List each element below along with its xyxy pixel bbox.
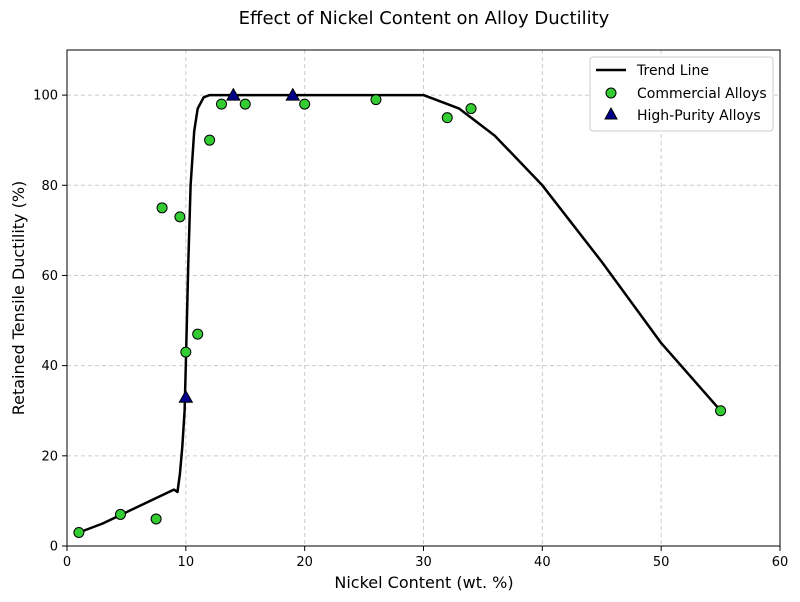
commercial-alloy-point (370, 94, 382, 106)
high-purity-alloy-point (285, 87, 301, 101)
legend-box (589, 56, 774, 132)
x-axis-label: Nickel Content (wt. %) (334, 573, 513, 592)
commercial-alloy-point (441, 112, 453, 124)
axis-ticks: 0 10 20 30 40 50 60 0 20 40 60 80 100 (33, 89, 788, 570)
trend-line (78, 93, 722, 534)
x-tick-label-0: 0 (63, 555, 71, 570)
legend: Trend Line Commercial Alloys High-Purity… (589, 56, 774, 132)
legend-label-commercial-alloys: Commercial Alloys (637, 86, 767, 102)
y-tick-label-2: 40 (41, 359, 58, 374)
x-tick-label-2: 20 (296, 555, 313, 570)
y-tick-label-4: 80 (41, 179, 58, 194)
high-purity-alloy-point (226, 87, 241, 101)
commercial-alloy-point (73, 526, 85, 538)
x-tick-label-6: 60 (772, 555, 789, 570)
legend-label-trend-line: Trend Line (636, 63, 709, 79)
y-tick-label-0: 0 (50, 540, 58, 555)
x-tick-label-5: 50 (653, 555, 670, 570)
legend-commercial-marker (605, 87, 617, 99)
commercial-alloy-point (215, 98, 227, 110)
y-tick-label-5: 100 (33, 89, 58, 104)
legend-label-high-purity-alloys: High-Purity Alloys (637, 108, 761, 124)
commercial-alloy-point (174, 211, 186, 223)
plot-series (73, 87, 727, 538)
legend-high-purity-marker (604, 106, 618, 120)
commercial-alloy-point (715, 405, 727, 417)
commercial-alloy-point (156, 202, 168, 214)
commercial-alloy-point (465, 103, 477, 115)
y-axis-label: Retained Tensile Ductility (%) (9, 181, 28, 416)
y-tick-label-1: 20 (41, 449, 58, 464)
x-tick-label-4: 40 (534, 555, 551, 570)
y-tick-label-3: 60 (41, 269, 58, 284)
commercial-alloy-point (239, 98, 251, 110)
commercial-alloy-point (192, 328, 204, 340)
commercial-alloy-point (180, 346, 192, 358)
commercial-alloy-point (114, 508, 126, 520)
high-purity-alloy-point (178, 389, 194, 403)
commercial-alloy-point (204, 134, 216, 146)
x-tick-label-1: 10 (178, 555, 195, 570)
x-tick-label-3: 30 (415, 555, 432, 570)
chart-title: Effect of Nickel Content on Alloy Ductil… (239, 8, 610, 29)
commercial-alloy-point (150, 513, 162, 525)
commercial-alloy-point (299, 98, 311, 110)
